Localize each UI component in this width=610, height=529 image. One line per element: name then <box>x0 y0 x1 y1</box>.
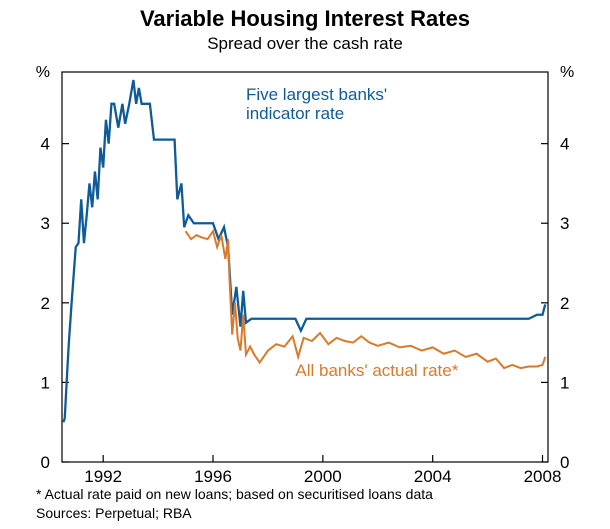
series-line <box>186 231 546 368</box>
svg-text:2004: 2004 <box>414 467 452 486</box>
series-label: Five largest banks' <box>246 85 387 104</box>
svg-text:1: 1 <box>560 373 569 392</box>
chart-footnote: * Actual rate paid on new loans; based o… <box>36 486 433 502</box>
svg-text:3: 3 <box>41 214 50 233</box>
svg-text:%: % <box>560 64 574 81</box>
series-label: indicator rate <box>246 104 344 123</box>
chart-container: Variable Housing Interest Rates Spread o… <box>0 0 610 529</box>
svg-text:2000: 2000 <box>304 467 342 486</box>
svg-text:1992: 1992 <box>84 467 122 486</box>
svg-text:3: 3 <box>560 214 569 233</box>
svg-text:4: 4 <box>560 135 569 154</box>
chart-plot: 0011223344%%19921996200020042008Five lar… <box>0 0 610 529</box>
series-label: All banks' actual rate* <box>295 361 458 380</box>
svg-text:4: 4 <box>41 135 50 154</box>
svg-text:2: 2 <box>41 294 50 313</box>
svg-text:%: % <box>36 64 50 81</box>
svg-text:2008: 2008 <box>524 467 562 486</box>
svg-text:0: 0 <box>41 453 50 472</box>
chart-sources: Sources: Perpetual; RBA <box>36 505 192 521</box>
svg-text:1996: 1996 <box>194 467 232 486</box>
svg-text:1: 1 <box>41 373 50 392</box>
svg-text:2: 2 <box>560 294 569 313</box>
